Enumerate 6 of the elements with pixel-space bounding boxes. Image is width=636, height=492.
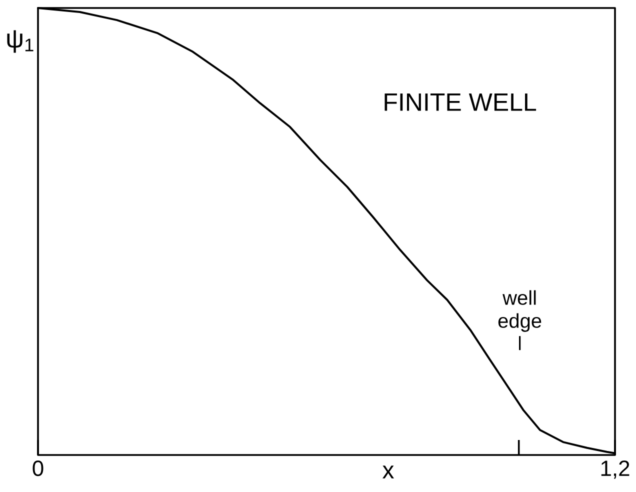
annotation: well edge [498, 290, 542, 332]
text: FINITE WELL [384, 94, 536, 111]
x-tick-label: 1,2 [601, 460, 630, 479]
y-axis-title: ψ$_{1}$ [7, 30, 34, 53]
x-axis-title: x [382, 466, 394, 478]
x-tick-label: 0 [32, 460, 44, 476]
